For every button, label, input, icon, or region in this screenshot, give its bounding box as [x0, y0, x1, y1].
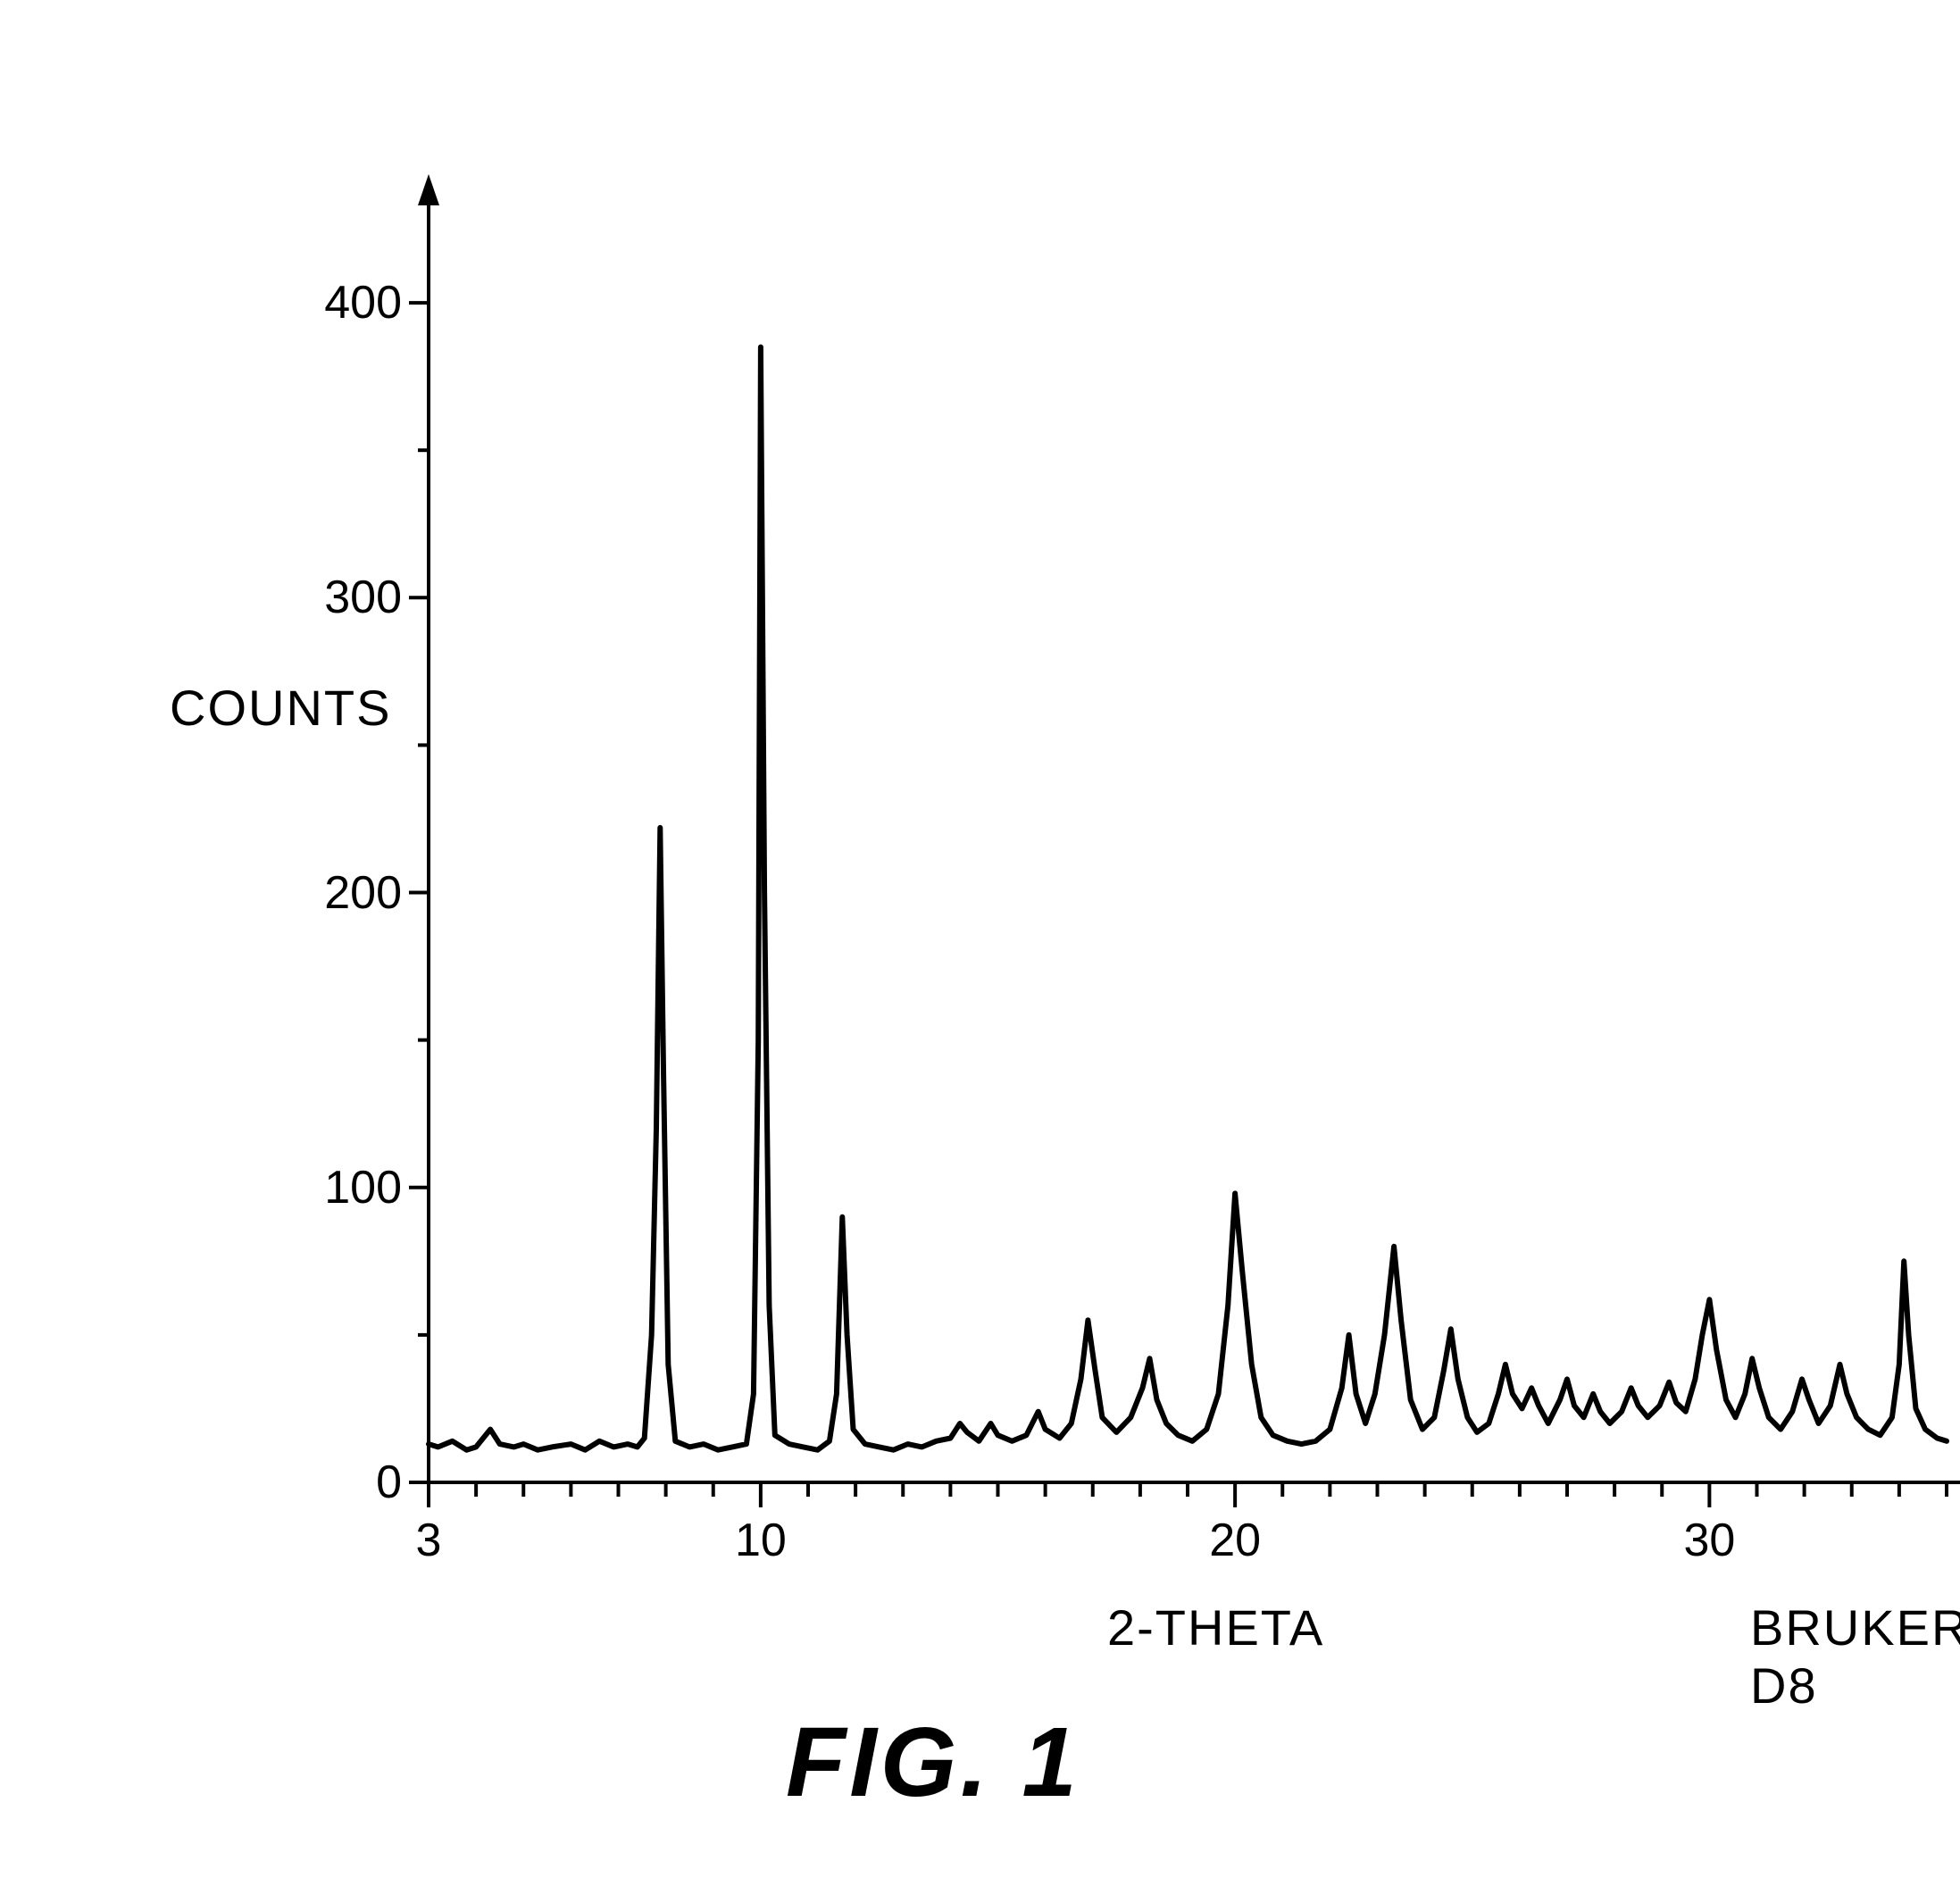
instrument-label: BRUKER D8 [1750, 1598, 1960, 1715]
y-tick-label: 100 [295, 1161, 402, 1214]
x-tick-label: 10 [725, 1514, 797, 1567]
x-tick-label: 3 [393, 1514, 464, 1567]
y-tick-label: 200 [295, 866, 402, 920]
y-tick-label: 300 [295, 571, 402, 624]
y-tick-label: 0 [295, 1456, 402, 1509]
x-axis-label: 2-THETA [1107, 1598, 1324, 1657]
plot-svg [152, 107, 1960, 1536]
x-tick-label: 20 [1199, 1514, 1271, 1567]
y-tick-label: 400 [295, 276, 402, 330]
figure-caption: FIG. 1 [786, 1706, 1080, 1819]
xrd-chart: COUNTS 2-THETA BRUKER D8 010020030040031… [152, 107, 1804, 1447]
x-tick-label: 30 [1673, 1514, 1745, 1567]
